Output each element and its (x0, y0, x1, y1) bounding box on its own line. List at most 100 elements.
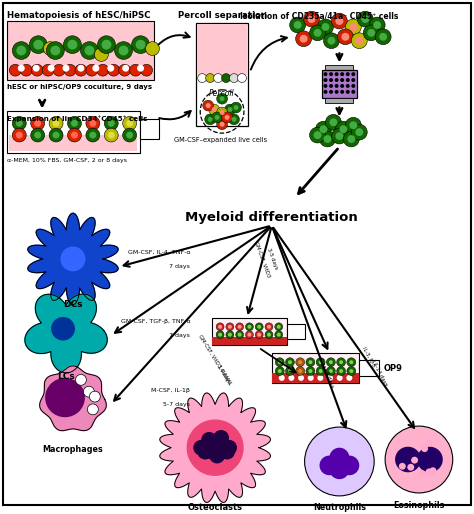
FancyBboxPatch shape (326, 98, 353, 103)
Circle shape (246, 331, 254, 339)
FancyBboxPatch shape (212, 318, 287, 345)
Circle shape (234, 105, 238, 110)
FancyBboxPatch shape (139, 119, 159, 139)
Circle shape (407, 464, 414, 471)
Circle shape (346, 90, 350, 94)
Circle shape (90, 391, 100, 402)
Circle shape (236, 323, 244, 331)
Text: 14 days: 14 days (217, 365, 232, 385)
Circle shape (296, 366, 305, 375)
Circle shape (275, 323, 283, 331)
FancyBboxPatch shape (8, 112, 139, 153)
Circle shape (217, 119, 228, 130)
Circle shape (137, 65, 144, 71)
Circle shape (247, 325, 251, 329)
Circle shape (126, 120, 133, 127)
Circle shape (67, 128, 82, 142)
Text: GM-CSF, TGF-β, TNF-α: GM-CSF, TGF-β, TNF-α (121, 319, 190, 324)
Circle shape (319, 455, 339, 475)
Circle shape (212, 107, 217, 112)
Circle shape (219, 122, 225, 127)
Circle shape (339, 125, 347, 133)
Circle shape (323, 90, 328, 94)
Circle shape (257, 333, 261, 337)
Circle shape (309, 360, 312, 364)
Circle shape (411, 457, 418, 464)
Circle shape (206, 103, 210, 108)
Text: 8 days: 8 days (324, 371, 335, 389)
Circle shape (16, 46, 26, 56)
Circle shape (101, 40, 111, 49)
Circle shape (290, 17, 306, 33)
Circle shape (369, 17, 385, 33)
Circle shape (12, 42, 30, 60)
Text: 12-14 days: 12-14 days (370, 359, 388, 387)
Circle shape (267, 333, 271, 337)
Circle shape (329, 460, 349, 479)
Text: Macrophages: Macrophages (43, 445, 103, 454)
Circle shape (81, 42, 99, 60)
Circle shape (47, 65, 55, 71)
Text: Neutrophils: Neutrophils (313, 503, 366, 512)
Circle shape (318, 19, 333, 35)
Circle shape (221, 440, 237, 455)
Circle shape (18, 65, 25, 71)
Circle shape (218, 325, 222, 329)
Circle shape (86, 64, 98, 76)
Circle shape (237, 333, 242, 337)
Circle shape (335, 78, 338, 82)
Circle shape (77, 65, 84, 71)
Circle shape (228, 333, 232, 337)
Circle shape (346, 19, 361, 35)
Circle shape (351, 124, 367, 140)
Circle shape (335, 84, 338, 88)
Circle shape (75, 64, 87, 76)
Text: Eosinophils: Eosinophils (393, 501, 445, 510)
Circle shape (228, 325, 232, 329)
Circle shape (356, 128, 363, 136)
Circle shape (217, 94, 228, 104)
Circle shape (214, 74, 223, 82)
Circle shape (318, 375, 323, 381)
Circle shape (298, 375, 304, 381)
Circle shape (208, 117, 213, 122)
Circle shape (385, 426, 453, 493)
Circle shape (122, 65, 129, 71)
Circle shape (323, 72, 328, 76)
Circle shape (219, 110, 225, 115)
Circle shape (33, 40, 43, 49)
Circle shape (319, 131, 336, 147)
Circle shape (207, 438, 223, 453)
Text: OP9: OP9 (383, 363, 402, 373)
Circle shape (285, 358, 294, 366)
Circle shape (336, 121, 351, 137)
Circle shape (92, 65, 100, 71)
Circle shape (118, 64, 131, 76)
Circle shape (231, 117, 237, 122)
Circle shape (288, 375, 294, 381)
Circle shape (357, 11, 373, 27)
Circle shape (267, 325, 271, 329)
Circle shape (327, 358, 335, 366)
Circle shape (329, 118, 337, 126)
Circle shape (31, 128, 45, 142)
Circle shape (308, 15, 316, 23)
Circle shape (349, 23, 357, 31)
Circle shape (351, 33, 367, 49)
Circle shape (219, 96, 225, 101)
Circle shape (34, 120, 41, 127)
Circle shape (323, 33, 339, 49)
Circle shape (53, 64, 65, 76)
Circle shape (327, 366, 335, 375)
FancyBboxPatch shape (8, 21, 155, 80)
Polygon shape (187, 420, 243, 475)
Circle shape (209, 448, 225, 464)
Circle shape (107, 65, 114, 71)
Circle shape (219, 444, 235, 460)
Circle shape (257, 325, 261, 329)
Circle shape (33, 65, 40, 71)
Circle shape (340, 72, 344, 76)
Circle shape (146, 42, 159, 56)
Circle shape (329, 90, 333, 94)
Circle shape (298, 369, 302, 373)
